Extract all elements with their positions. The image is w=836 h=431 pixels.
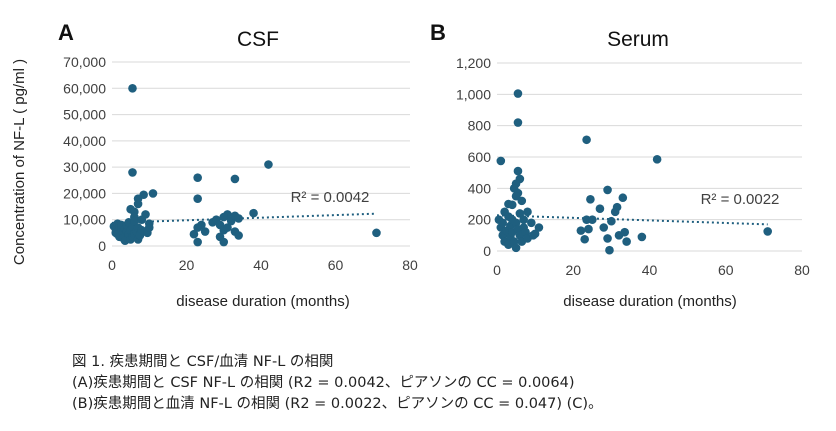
- data-point-b: [763, 227, 772, 236]
- data-point-b: [588, 215, 597, 224]
- data-point-a: [128, 83, 137, 93]
- data-point-a: [193, 194, 202, 203]
- trendline-b: [496, 214, 768, 226]
- data-point-a: [219, 237, 229, 247]
- figure: 0 10,000 20,000 30,000 40,000 50,000 60,000 70,…: [11, 20, 810, 310]
- x-tick-label-a: 0: [108, 257, 116, 273]
- data-point-a: [372, 228, 381, 238]
- data-point-a: [193, 173, 202, 182]
- panel-label-b: B: [430, 20, 446, 45]
- x-axis-label-b: disease duration (months): [563, 293, 736, 310]
- y-tick-label-a: 50,000: [63, 107, 106, 123]
- caption-line-a: (A)疾患期間と CSF NF-L の相関 (R2 = 0.0042、ピアソンの…: [72, 375, 575, 391]
- x-tick-label-b: 60: [718, 262, 734, 278]
- data-point-a: [137, 215, 147, 225]
- y-tick-label-b: 1,200: [456, 55, 491, 71]
- y-tick-label-a: 70,000: [63, 54, 106, 70]
- data-point-b: [603, 234, 612, 243]
- data-point-a: [234, 231, 243, 240]
- data-point-b: [586, 195, 595, 204]
- data-point-b: [517, 196, 527, 206]
- data-point-a: [193, 237, 202, 247]
- data-point-a: [230, 174, 240, 184]
- data-point-b: [584, 224, 593, 234]
- y-tick-label-a: 0: [98, 238, 106, 254]
- x-tick-label-b: 80: [794, 262, 810, 278]
- r-squared-annotation-a: R² = 0.0042: [291, 189, 370, 206]
- panel-title-a: CSF: [237, 28, 279, 51]
- caption-title: 図 1. 疾患期間と CSF/血清 NF-L の相関: [72, 354, 334, 370]
- y-tick-label-b: 200: [468, 212, 492, 228]
- data-point-b: [513, 118, 523, 127]
- panel-title-b: Serum: [607, 28, 669, 51]
- data-point-b: [507, 200, 517, 210]
- panel-b-chart: 0 200 400 600 800 1,000 1,200 0 20 40 60 80 R² = 0.0…: [430, 20, 810, 278]
- y-tick-label-b: 400: [468, 180, 492, 196]
- data-point-b: [595, 204, 605, 213]
- data-point-b: [530, 229, 540, 239]
- y-axis-label: Concentration of NF-L ( pg/ml ): [11, 59, 28, 265]
- r-squared-annotation-b: R² = 0.0022: [701, 191, 780, 208]
- data-point-a: [128, 168, 137, 177]
- data-point-b: [605, 245, 614, 255]
- data-point-a: [189, 229, 199, 239]
- y-tick-label-b: 600: [468, 149, 492, 165]
- data-point-b: [519, 215, 528, 224]
- y-tick-label-a: 10,000: [63, 212, 106, 228]
- caption-line-b: (B)疾患期間と血清 NF-L の相関 (R2 = 0.0022、ピアソンの C…: [72, 396, 603, 412]
- data-point-a: [264, 160, 273, 169]
- data-point-a: [130, 216, 139, 226]
- data-point-b: [511, 243, 521, 253]
- data-point-a: [193, 223, 202, 232]
- trendline-a: [111, 212, 377, 224]
- data-point-b: [498, 218, 508, 228]
- data-point-b: [637, 232, 647, 242]
- data-point-b: [513, 166, 523, 176]
- x-tick-label-b: 0: [493, 262, 501, 278]
- data-point-b: [652, 155, 662, 164]
- panel-a-chart: 0 10,000 20,000 30,000 40,000 50,000 60,000 70,…: [58, 20, 418, 273]
- data-point-b: [599, 223, 609, 232]
- x-tick-label-b: 20: [565, 262, 581, 278]
- data-point-b: [580, 234, 589, 244]
- data-point-b: [515, 209, 525, 218]
- data-point-a: [148, 189, 158, 198]
- x-axis-label-a: disease duration (months): [176, 293, 349, 310]
- data-point-b: [496, 156, 506, 166]
- y-tick-label-b: 0: [483, 243, 491, 259]
- data-point-a: [144, 223, 154, 232]
- x-tick-label-a: 60: [328, 257, 344, 273]
- y-tick-label-a: 60,000: [63, 80, 106, 96]
- data-point-a: [234, 214, 243, 223]
- data-point-b: [618, 193, 628, 203]
- data-point-b: [607, 216, 616, 226]
- data-point-b: [527, 218, 536, 228]
- data-point-b: [576, 226, 586, 235]
- data-point-b: [534, 223, 544, 232]
- data-point-a: [249, 208, 258, 218]
- data-point-b: [622, 237, 631, 246]
- y-tick-label-a: 20,000: [63, 185, 106, 201]
- data-point-b: [511, 191, 521, 201]
- y-tick-label-b: 1,000: [456, 86, 491, 102]
- data-point-b: [612, 202, 622, 212]
- y-tick-label-a: 40,000: [63, 133, 106, 149]
- data-point-b: [582, 135, 591, 145]
- data-point-a: [200, 227, 210, 236]
- y-tick-label-b: 800: [468, 118, 492, 134]
- data-point-a: [133, 194, 143, 203]
- data-point-b: [513, 89, 523, 98]
- data-point-a: [219, 212, 229, 222]
- data-point-b: [523, 207, 532, 217]
- data-point-b: [603, 185, 612, 195]
- panel-label-a: A: [58, 20, 74, 45]
- x-tick-label-b: 40: [642, 262, 658, 278]
- x-tick-label-a: 80: [402, 257, 418, 273]
- x-tick-label-a: 20: [179, 257, 195, 273]
- x-tick-label-a: 40: [253, 257, 269, 273]
- data-point-b: [620, 227, 630, 237]
- y-tick-label-a: 30,000: [63, 159, 106, 175]
- data-point-a: [223, 223, 232, 232]
